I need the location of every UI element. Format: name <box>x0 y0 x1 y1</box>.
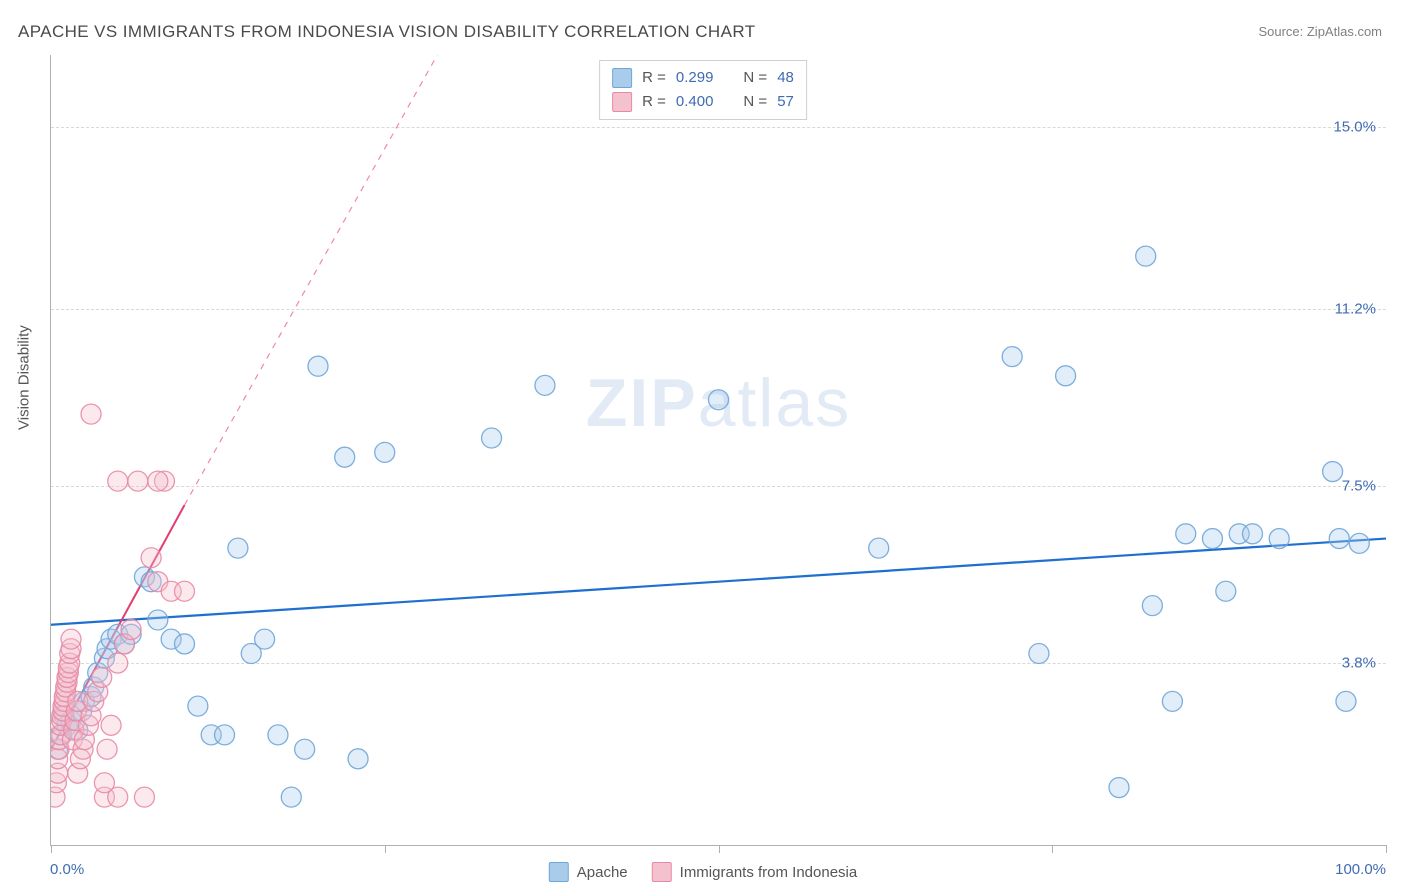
plot-area: ZIPatlas 3.8%7.5%11.2%15.0% <box>50 55 1386 846</box>
data-point <box>108 471 128 491</box>
data-point <box>128 471 148 491</box>
legend-bottom-swatch-1 <box>652 862 672 882</box>
data-point <box>101 715 121 735</box>
data-point <box>308 356 328 376</box>
data-point <box>1323 462 1343 482</box>
x-tick <box>1052 845 1053 853</box>
x-tick <box>385 845 386 853</box>
legend-r-label-1: R = <box>642 90 666 114</box>
x-tick <box>51 845 52 853</box>
y-axis-label: Vision Disability <box>16 325 33 430</box>
plot-svg <box>51 55 1386 845</box>
legend-item-1: Immigrants from Indonesia <box>652 862 858 882</box>
data-point <box>1002 347 1022 367</box>
data-point <box>215 725 235 745</box>
x-tick <box>719 845 720 853</box>
legend-n-label-0: N = <box>743 66 767 90</box>
data-point <box>134 787 154 807</box>
data-point <box>188 696 208 716</box>
data-point <box>1216 581 1236 601</box>
data-point <box>482 428 502 448</box>
x-tick-label-min: 0.0% <box>50 861 84 878</box>
legend-swatch-1 <box>612 92 632 112</box>
data-point <box>61 629 81 649</box>
data-point <box>1176 524 1196 544</box>
legend-bottom-label-1: Immigrants from Indonesia <box>680 864 858 881</box>
legend-row-1: R = 0.400 N = 57 <box>612 90 794 114</box>
legend-n-value-0: 48 <box>777 66 794 90</box>
data-point <box>97 739 117 759</box>
legend-bottom-label-0: Apache <box>577 864 628 881</box>
data-point <box>1056 366 1076 386</box>
chart-container: APACHE VS IMMIGRANTS FROM INDONESIA VISI… <box>0 0 1406 892</box>
data-point <box>108 653 128 673</box>
legend-bottom-swatch-0 <box>549 862 569 882</box>
data-point <box>1202 529 1222 549</box>
data-point <box>81 404 101 424</box>
data-point <box>869 538 889 558</box>
data-point <box>535 375 555 395</box>
data-point <box>175 581 195 601</box>
legend-n-value-1: 57 <box>777 90 794 114</box>
data-point <box>1243 524 1263 544</box>
data-point <box>148 610 168 630</box>
legend-swatch-0 <box>612 68 632 88</box>
data-point <box>1142 596 1162 616</box>
data-point <box>228 538 248 558</box>
data-point <box>335 447 355 467</box>
chart-title: APACHE VS IMMIGRANTS FROM INDONESIA VISI… <box>18 22 755 42</box>
data-point <box>1029 643 1049 663</box>
data-point <box>108 787 128 807</box>
data-point <box>281 787 301 807</box>
data-point <box>709 390 729 410</box>
data-point <box>175 634 195 654</box>
data-point <box>148 471 168 491</box>
data-point <box>348 749 368 769</box>
legend-r-value-0: 0.299 <box>676 66 714 90</box>
data-point <box>268 725 288 745</box>
legend-item-0: Apache <box>549 862 628 882</box>
data-point <box>295 739 315 759</box>
source-label: Source: ZipAtlas.com <box>1258 24 1382 39</box>
data-point <box>121 620 141 640</box>
legend-series: Apache Immigrants from Indonesia <box>549 862 857 882</box>
x-tick <box>1386 845 1387 853</box>
data-point <box>141 548 161 568</box>
data-point <box>1269 529 1289 549</box>
legend-correlation: R = 0.299 N = 48 R = 0.400 N = 57 <box>599 60 807 120</box>
data-point <box>1162 691 1182 711</box>
legend-r-label-0: R = <box>642 66 666 90</box>
legend-row-0: R = 0.299 N = 48 <box>612 66 794 90</box>
legend-r-value-1: 0.400 <box>676 90 714 114</box>
data-point <box>92 667 112 687</box>
data-point <box>1349 533 1369 553</box>
trend-line <box>51 539 1386 625</box>
legend-n-label-1: N = <box>743 90 767 114</box>
data-point <box>255 629 275 649</box>
x-tick-label-max: 100.0% <box>1335 861 1386 878</box>
trend-line-ext <box>185 55 559 505</box>
data-point <box>1136 246 1156 266</box>
data-point <box>1109 778 1129 798</box>
data-point <box>1336 691 1356 711</box>
data-point <box>1329 529 1349 549</box>
data-point <box>375 442 395 462</box>
